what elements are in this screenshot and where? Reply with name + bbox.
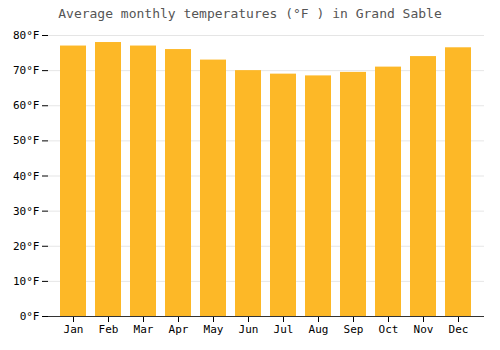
svg-text:10°F: 10°F bbox=[13, 275, 40, 288]
svg-text:Sep: Sep bbox=[344, 323, 364, 336]
svg-text:Dec: Dec bbox=[449, 323, 469, 336]
svg-text:80°F: 80°F bbox=[13, 29, 40, 42]
svg-text:Jul: Jul bbox=[274, 323, 294, 336]
html-text:Average monthly temperatures (: Average monthly temperatures (°F ) in Gr… bbox=[58, 6, 442, 21]
svg-text:60°F: 60°F bbox=[13, 99, 40, 112]
svg-text:20°F: 20°F bbox=[13, 240, 40, 253]
svg-text:May: May bbox=[204, 323, 224, 336]
svg-text:Jan: Jan bbox=[64, 323, 84, 336]
svg-text:40°F: 40°F bbox=[13, 170, 40, 183]
svg-text:0°F: 0°F bbox=[20, 310, 40, 323]
svg-text:30°F: 30°F bbox=[13, 205, 40, 218]
svg-text:Feb: Feb bbox=[99, 323, 119, 336]
svg-text:Aug: Aug bbox=[309, 323, 329, 336]
svg-text:Oct: Oct bbox=[379, 323, 399, 336]
svg-text:Jun: Jun bbox=[239, 323, 259, 336]
svg-text:50°F: 50°F bbox=[13, 134, 40, 147]
svg-text:Nov: Nov bbox=[414, 323, 434, 336]
svg-text:70°F: 70°F bbox=[13, 64, 40, 77]
svg-text:Mar: Mar bbox=[134, 323, 154, 336]
svg-text:Apr: Apr bbox=[169, 323, 189, 336]
